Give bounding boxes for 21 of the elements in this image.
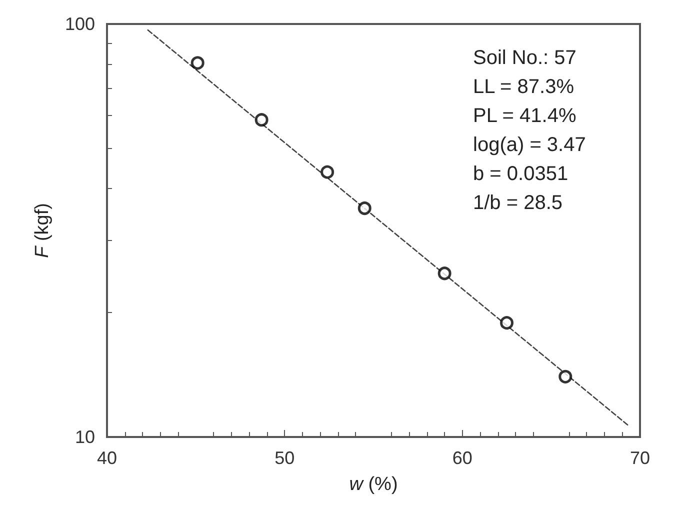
- x-tick-label: 70: [630, 448, 650, 468]
- annotation: 1/b = 28.5: [473, 192, 563, 214]
- x-axis-title: w (%): [349, 474, 398, 495]
- y-axis-title: F (kgf): [32, 203, 53, 258]
- point: [358, 202, 372, 215]
- annotation: log(a) = 3.47: [473, 134, 586, 156]
- point: [558, 370, 572, 384]
- annotation: LL = 87.3%: [473, 76, 574, 98]
- x-tick-label: 50: [274, 448, 295, 468]
- annotation: PL = 41.4%: [473, 105, 576, 127]
- point: [254, 113, 268, 127]
- x-tick-label: 60: [452, 448, 472, 468]
- y-tick-label: 100: [64, 14, 95, 34]
- annotation: b = 0.0351: [473, 163, 568, 185]
- point: [438, 266, 452, 280]
- point: [500, 316, 514, 330]
- x-tick-label: 40: [96, 448, 118, 468]
- point: [320, 165, 334, 179]
- point: [190, 56, 204, 70]
- y-tick-label: 10: [74, 427, 95, 447]
- annotation: Soil No.: 57: [473, 47, 576, 69]
